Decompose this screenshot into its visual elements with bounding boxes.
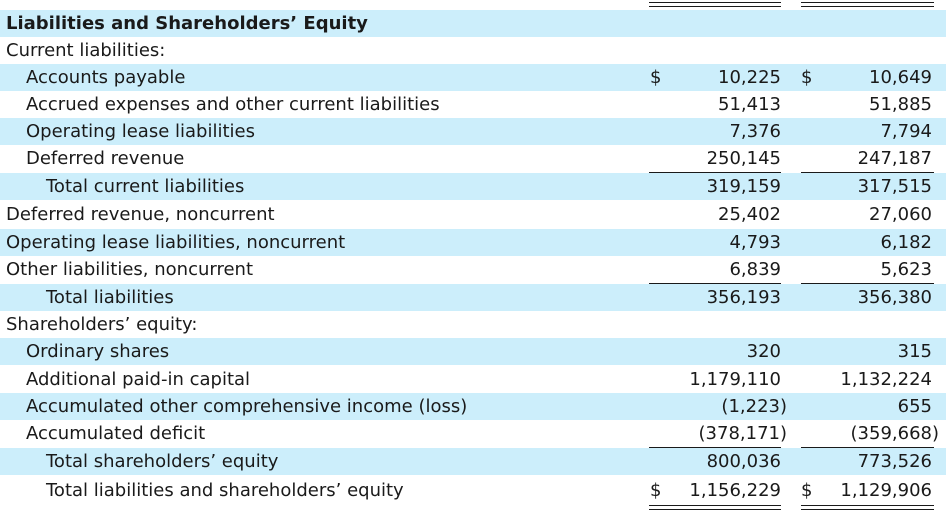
value-col2: 356,380 — [857, 287, 932, 308]
value-col2: 51,885 — [869, 94, 932, 115]
value-col1: 25,402 — [718, 204, 781, 225]
value-col1: (378,171) — [698, 423, 787, 444]
value-col2: 315 — [897, 341, 932, 362]
row-label: Deferred revenue — [26, 148, 185, 169]
row-label: Shareholders’ equity: — [6, 314, 198, 335]
row-label: Other liabilities, noncurrent — [6, 259, 254, 280]
table-row: Additional paid-in capital 1,179,110 1,1… — [0, 366, 946, 393]
value-col2: (359,668) — [850, 423, 939, 444]
row-label: Total shareholders’ equity — [46, 451, 279, 472]
value-col1: 320 — [746, 341, 781, 362]
value-col2: 27,060 — [869, 204, 932, 225]
value-col1: 7,376 — [729, 121, 781, 142]
table-row: Current liabilities: — [0, 37, 946, 64]
value-col2: 317,515 — [857, 176, 932, 197]
value-col1: 4,793 — [729, 232, 781, 253]
value-col1: 1,156,229 — [689, 480, 781, 501]
row-label: Accumulated other comprehensive income (… — [26, 396, 468, 417]
table-row: Total current liabilities 319,159 317,51… — [0, 173, 946, 200]
table-row: Operating lease liabilities 7,376 7,794 — [0, 118, 946, 145]
value-col1: 800,036 — [706, 451, 781, 472]
value-col2: 10,649 — [869, 67, 932, 88]
value-col1: (1,223) — [721, 396, 787, 417]
table-row: Total shareholders’ equity 800,036 773,5… — [0, 448, 946, 475]
subtotal-rule — [801, 283, 934, 284]
currency-symbol: $ — [801, 67, 813, 88]
table-row: Other liabilities, noncurrent 6,839 5,62… — [0, 256, 946, 283]
row-label: Deferred revenue, noncurrent — [6, 204, 275, 225]
table-row: Deferred revenue, noncurrent 25,402 27,0… — [0, 201, 946, 228]
table-row: Deferred revenue 250,145 247,187 — [0, 145, 946, 172]
table-row: Accumulated deficit (378,171) (359,668) — [0, 420, 946, 447]
value-col2: 773,526 — [857, 451, 932, 472]
subtotal-rule — [649, 447, 781, 448]
table-row: Operating lease liabilities, noncurrent … — [0, 229, 946, 256]
subtotal-rule — [801, 447, 934, 448]
table-row: Shareholders’ equity: — [0, 311, 946, 338]
subtotal-rule — [649, 283, 781, 284]
value-col1: 10,225 — [718, 67, 781, 88]
value-col2: 6,182 — [880, 232, 932, 253]
value-col1: 319,159 — [706, 176, 781, 197]
row-label: Ordinary shares — [26, 341, 170, 362]
value-col1: 51,413 — [718, 94, 781, 115]
row-label: Additional paid-in capital — [26, 369, 251, 390]
value-col2: 655 — [897, 396, 932, 417]
row-label: Total current liabilities — [46, 176, 245, 197]
top-rule-col2 — [801, 2, 934, 7]
top-rule-col1 — [649, 2, 781, 7]
subtotal-rule — [801, 172, 934, 173]
row-label: Accumulated deficit — [26, 423, 206, 444]
row-label: Current liabilities: — [6, 40, 166, 61]
value-col2: 5,623 — [880, 259, 932, 280]
grand-total-double-rule — [801, 505, 934, 510]
value-col1: 1,179,110 — [689, 369, 781, 390]
section-title-row: Liabilities and Shareholders’ Equity — [0, 10, 946, 37]
value-col1: 6,839 — [729, 259, 781, 280]
row-label: Total liabilities — [46, 287, 174, 308]
table-row: Accounts payable $ 10,225 $ 10,649 — [0, 64, 946, 91]
value-col1: 250,145 — [706, 148, 781, 169]
currency-symbol: $ — [650, 67, 662, 88]
value-col1: 356,193 — [706, 287, 781, 308]
section-title: Liabilities and Shareholders’ Equity — [6, 13, 368, 34]
table-row: Total liabilities 356,193 356,380 — [0, 284, 946, 311]
currency-symbol: $ — [650, 480, 662, 501]
subtotal-rule — [649, 172, 781, 173]
value-col2: 7,794 — [880, 121, 932, 142]
value-col2: 1,132,224 — [840, 369, 932, 390]
row-label: Operating lease liabilities — [26, 121, 255, 142]
grand-total-double-rule — [649, 505, 781, 510]
value-col2: 247,187 — [857, 148, 932, 169]
table-row: Accumulated other comprehensive income (… — [0, 393, 946, 420]
row-label: Accounts payable — [26, 67, 186, 88]
row-label: Total liabilities and shareholders’ equi… — [46, 480, 404, 501]
row-label: Accrued expenses and other current liabi… — [26, 94, 440, 115]
row-label: Operating lease liabilities, noncurrent — [6, 232, 346, 253]
table-row: Total liabilities and shareholders’ equi… — [0, 477, 946, 504]
table-row: Ordinary shares 320 315 — [0, 338, 946, 365]
top-double-rules — [0, 0, 946, 10]
table-row: Accrued expenses and other current liabi… — [0, 91, 946, 118]
value-col2: 1,129,906 — [840, 480, 932, 501]
currency-symbol: $ — [801, 480, 813, 501]
